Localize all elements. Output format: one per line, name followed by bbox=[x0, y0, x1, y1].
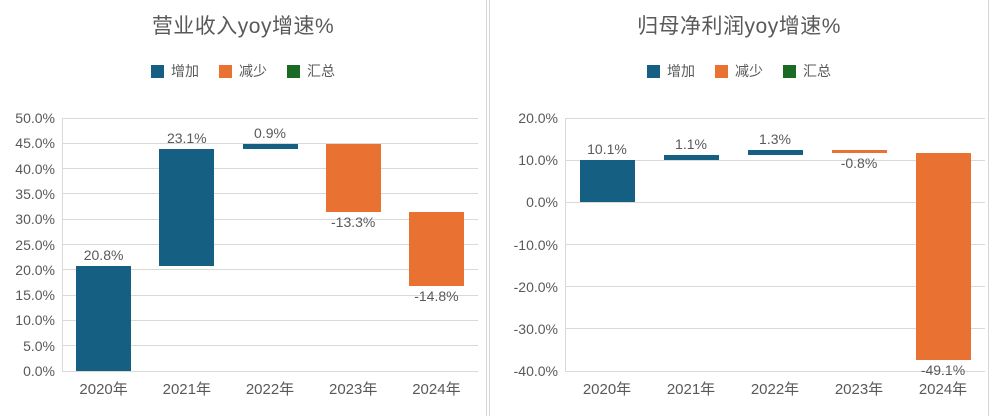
waterfall-bar-2021年 bbox=[159, 148, 215, 266]
legend-item: 汇总 bbox=[287, 61, 335, 81]
y-gridline bbox=[565, 201, 985, 203]
waterfall-bar-2023年 bbox=[831, 149, 887, 153]
chart-legend: 增加 减少 汇总 bbox=[0, 62, 486, 80]
x-axis-category-label: 2024年 bbox=[412, 381, 461, 398]
data-label: 20.8% bbox=[83, 246, 124, 263]
y-axis-tick-label: 0.0% bbox=[23, 363, 55, 379]
legend-swatch-icon bbox=[219, 64, 232, 78]
x-axis-category-label: 2023年 bbox=[329, 381, 378, 398]
x-axis-category-label: 2022年 bbox=[750, 381, 800, 398]
y-gridline bbox=[565, 117, 985, 119]
y-axis-tick-label: 5.0% bbox=[23, 337, 55, 354]
y-axis-tick-label: 30.0% bbox=[15, 211, 55, 228]
y-axis-tick-label: 45.0% bbox=[15, 135, 55, 152]
legend-item: 减少 bbox=[219, 61, 267, 81]
x-axis-category-label: 2020年 bbox=[582, 381, 632, 398]
plot-area: 20.0% 10.0% 0.0% -10.0% -20.0% -30.0% -40.0% 10… bbox=[490, 0, 988, 416]
y-axis-tick-label: 20.0% bbox=[518, 110, 558, 126]
y-axis-tick-label: -40.0% bbox=[513, 363, 558, 379]
y-gridline bbox=[62, 168, 478, 170]
x-axis-category-label: 2021年 bbox=[162, 381, 211, 398]
legend-item: 汇总 bbox=[783, 61, 831, 81]
y-axis-tick-label: -10.0% bbox=[513, 236, 558, 253]
legend-label: 汇总 bbox=[307, 63, 335, 79]
waterfall-bar-2020年 bbox=[76, 265, 132, 371]
y-gridline bbox=[62, 193, 478, 195]
y-gridline bbox=[62, 244, 478, 245]
y-axis-tick-label: 40.0% bbox=[15, 160, 55, 177]
y-gridline bbox=[565, 328, 985, 330]
waterfall-bar-2022年 bbox=[747, 149, 803, 156]
y-axis-tick-label: 0.0% bbox=[526, 194, 558, 211]
waterfall-bar-2020年 bbox=[579, 159, 635, 203]
legend-item: 增加 bbox=[151, 61, 199, 81]
legend-label: 增加 bbox=[171, 63, 199, 79]
chart-legend: 增加 减少 汇总 bbox=[490, 62, 988, 80]
x-axis-category-label: 2023年 bbox=[834, 381, 884, 398]
y-gridline bbox=[62, 218, 478, 220]
data-label: 1.3% bbox=[759, 130, 791, 147]
y-gridline bbox=[62, 142, 478, 144]
x-axis-category-label: 2022年 bbox=[245, 381, 295, 398]
data-label: 10.1% bbox=[587, 140, 627, 157]
y-axis-tick-label: 10.0% bbox=[518, 152, 558, 169]
legend-swatch-icon bbox=[783, 64, 796, 78]
legend-label: 减少 bbox=[239, 63, 267, 79]
x-axis-category-label: 2020年 bbox=[79, 381, 128, 398]
y-axis-tick-label: 25.0% bbox=[15, 236, 55, 253]
x-axis-category-label: 2024年 bbox=[918, 381, 968, 398]
legend-label: 汇总 bbox=[803, 63, 831, 79]
waterfall-bar-2024年 bbox=[408, 211, 464, 287]
waterfall-bar-2022年 bbox=[242, 144, 298, 149]
y-axis-line bbox=[62, 118, 63, 371]
data-label: -0.8% bbox=[840, 154, 878, 171]
y-axis-tick-label: 20.0% bbox=[15, 261, 55, 278]
data-label: -49.1% bbox=[920, 362, 966, 379]
legend-swatch-icon bbox=[647, 64, 660, 78]
y-gridline bbox=[62, 269, 478, 271]
y-gridline bbox=[565, 286, 985, 288]
y-gridline bbox=[565, 159, 985, 161]
y-axis-tick-label: 35.0% bbox=[15, 185, 55, 202]
chart-panel-revenue-growth[interactable]: 营业收入yoy增速% 增加 减少 汇总 50.0% 45.0% 40.0% 35.0% 30… bbox=[0, 0, 487, 416]
legend-item: 减少 bbox=[715, 61, 763, 81]
legend-swatch-icon bbox=[715, 64, 728, 78]
y-axis-tick-label: 50.0% bbox=[15, 110, 55, 126]
legend-swatch-icon bbox=[287, 64, 300, 78]
y-gridline bbox=[62, 319, 478, 321]
y-axis-tick-label: 10.0% bbox=[15, 312, 55, 329]
legend-label: 增加 bbox=[667, 63, 695, 79]
waterfall-bar-2024年 bbox=[915, 152, 971, 361]
waterfall-bar-2023年 bbox=[325, 144, 381, 212]
y-axis-tick-label: 15.0% bbox=[15, 287, 55, 304]
legend-item: 增加 bbox=[647, 61, 695, 81]
data-label: 0.9% bbox=[254, 125, 286, 142]
chart-panel-net-profit-growth[interactable]: 归母净利润yoy增速% 增加 减少 汇总 20.0% 10.0% 0.0% -10.0% -… bbox=[489, 0, 989, 416]
y-gridline bbox=[62, 370, 478, 372]
y-gridline bbox=[62, 345, 478, 347]
plot-area: 50.0% 45.0% 40.0% 35.0% 30.0% 25.0% 20.0% 15.0%… bbox=[0, 0, 486, 416]
y-axis-tick-label: -30.0% bbox=[513, 320, 558, 337]
legend-swatch-icon bbox=[151, 64, 164, 78]
chart-title-revenue: 营业收入yoy增速% bbox=[151, 15, 335, 38]
data-label: 23.1% bbox=[166, 129, 207, 146]
chart-title-net-profit: 归母净利润yoy增速% bbox=[637, 15, 841, 38]
y-gridline bbox=[565, 244, 985, 245]
legend-label: 减少 bbox=[735, 63, 763, 79]
data-label: -14.8% bbox=[414, 288, 459, 305]
y-axis-tick-label: -20.0% bbox=[513, 278, 558, 295]
y-axis-line bbox=[565, 118, 566, 371]
waterfall-bar-2021年 bbox=[663, 155, 719, 160]
y-gridline bbox=[62, 117, 478, 119]
data-label: -13.3% bbox=[331, 213, 376, 230]
y-gridline bbox=[565, 370, 985, 372]
x-axis-category-label: 2021年 bbox=[666, 381, 716, 398]
y-gridline bbox=[62, 294, 478, 296]
data-label: 1.1% bbox=[675, 136, 707, 153]
